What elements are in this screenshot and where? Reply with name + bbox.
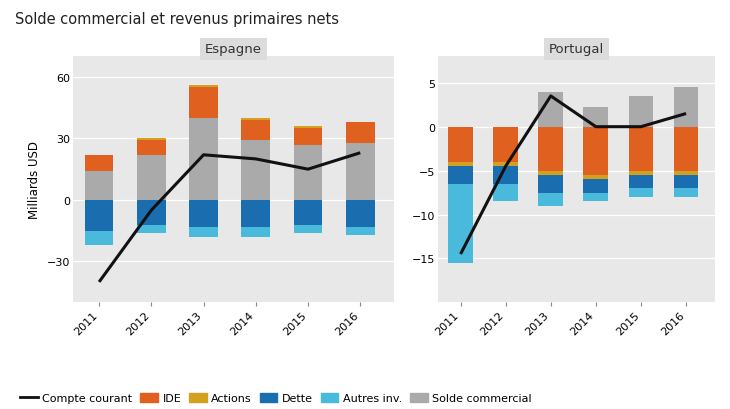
Text: Solde commercial et revenus primaires nets: Solde commercial et revenus primaires ne… — [15, 12, 339, 27]
Bar — [674, 175, 699, 189]
Bar — [538, 171, 563, 175]
Bar — [448, 162, 473, 167]
Bar — [448, 167, 473, 184]
Title: Portugal: Portugal — [549, 43, 604, 56]
Bar — [493, 184, 518, 202]
Bar — [85, 231, 113, 245]
Bar — [189, 88, 218, 119]
Bar — [493, 127, 518, 162]
Bar — [189, 119, 218, 200]
Bar — [137, 155, 166, 200]
Bar — [629, 171, 653, 175]
Bar — [293, 200, 323, 225]
Bar — [293, 145, 323, 200]
Bar — [583, 193, 608, 202]
Bar — [346, 200, 374, 227]
Bar — [242, 119, 270, 121]
Bar — [293, 225, 323, 233]
Bar — [137, 139, 166, 141]
Bar — [629, 175, 653, 189]
Bar — [137, 200, 166, 225]
Bar — [189, 200, 218, 227]
Bar — [538, 92, 563, 127]
Bar — [674, 171, 699, 175]
Bar — [583, 108, 608, 127]
Bar — [137, 141, 166, 155]
Bar — [346, 227, 374, 235]
Bar — [629, 189, 653, 198]
Legend: Compte courant, IDE, Actions, Dette, Autres inv., Solde commercial: Compte courant, IDE, Actions, Dette, Aut… — [20, 393, 531, 403]
Y-axis label: Milliards USD: Milliards USD — [28, 141, 42, 219]
Title: Espagne: Espagne — [205, 43, 262, 56]
Bar — [242, 200, 270, 227]
Bar — [189, 227, 218, 237]
Bar — [137, 225, 166, 233]
Bar — [85, 200, 113, 231]
Bar — [674, 88, 699, 127]
Bar — [538, 175, 563, 193]
Bar — [448, 127, 473, 162]
Bar — [583, 127, 608, 175]
Bar — [448, 184, 473, 263]
Bar — [674, 189, 699, 198]
Bar — [493, 167, 518, 184]
Bar — [85, 155, 113, 172]
Bar — [242, 141, 270, 200]
Bar — [346, 123, 374, 143]
Bar — [346, 143, 374, 200]
Bar — [583, 175, 608, 180]
Bar — [629, 127, 653, 171]
Bar — [583, 180, 608, 193]
Bar — [629, 97, 653, 127]
Bar — [493, 162, 518, 167]
Bar — [242, 227, 270, 237]
Bar — [538, 127, 563, 171]
Bar — [674, 127, 699, 171]
Bar — [293, 129, 323, 145]
Bar — [538, 193, 563, 206]
Bar — [189, 86, 218, 88]
Bar — [242, 121, 270, 141]
Bar — [85, 172, 113, 200]
Bar — [293, 127, 323, 129]
